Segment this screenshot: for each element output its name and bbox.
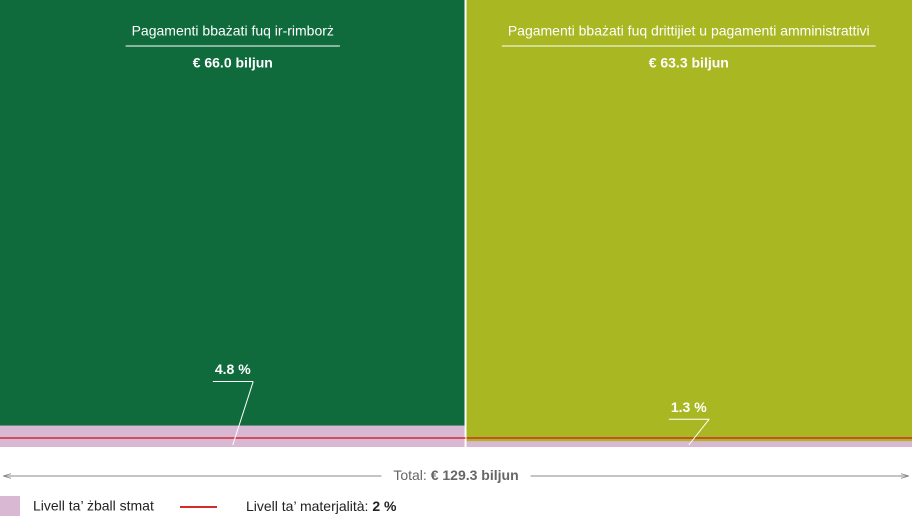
legend-materiality-value: 2 % bbox=[372, 498, 397, 514]
total-label: Total: € 129.3 biljun bbox=[393, 467, 518, 483]
total-prefix: Total: bbox=[393, 467, 426, 483]
column bbox=[0, 0, 465, 447]
column-title: Pagamenti bbażati fuq drittijiet u pagam… bbox=[508, 23, 870, 39]
legend-materiality: Livell ta’ materjalità: 2 % bbox=[246, 498, 397, 514]
column-value: € 66.0 biljun bbox=[193, 55, 273, 71]
error-label: 4.8 % bbox=[215, 361, 251, 377]
column-title: Pagamenti bbażati fuq ir-rimborż bbox=[132, 23, 334, 39]
error-band bbox=[0, 425, 465, 447]
error-label: 1.3 % bbox=[671, 399, 707, 415]
column-value: € 63.3 biljun bbox=[649, 55, 729, 71]
legend-error: Livell ta’ żball stmat bbox=[33, 498, 154, 514]
leader bbox=[688, 418, 710, 446]
column bbox=[466, 0, 912, 447]
leader bbox=[232, 381, 254, 446]
total-value: € 129.3 biljun bbox=[431, 467, 519, 483]
legend-materiality-name: Livell ta’ materjalità: bbox=[246, 498, 368, 514]
legend-swatch-error bbox=[0, 496, 20, 516]
